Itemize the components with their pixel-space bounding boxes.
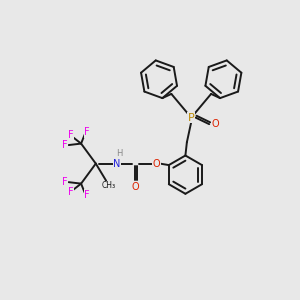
Text: F: F xyxy=(68,130,73,140)
Text: F: F xyxy=(84,128,90,137)
Text: F: F xyxy=(62,140,68,150)
Text: F: F xyxy=(84,190,90,200)
Text: H: H xyxy=(116,149,122,158)
Text: F: F xyxy=(62,177,68,187)
Text: F: F xyxy=(68,187,73,197)
Text: O: O xyxy=(131,182,139,192)
Text: N: N xyxy=(113,159,121,169)
Text: CH₃: CH₃ xyxy=(101,182,116,190)
Text: P: P xyxy=(188,112,195,123)
Text: O: O xyxy=(212,119,220,129)
Text: O: O xyxy=(153,159,160,169)
